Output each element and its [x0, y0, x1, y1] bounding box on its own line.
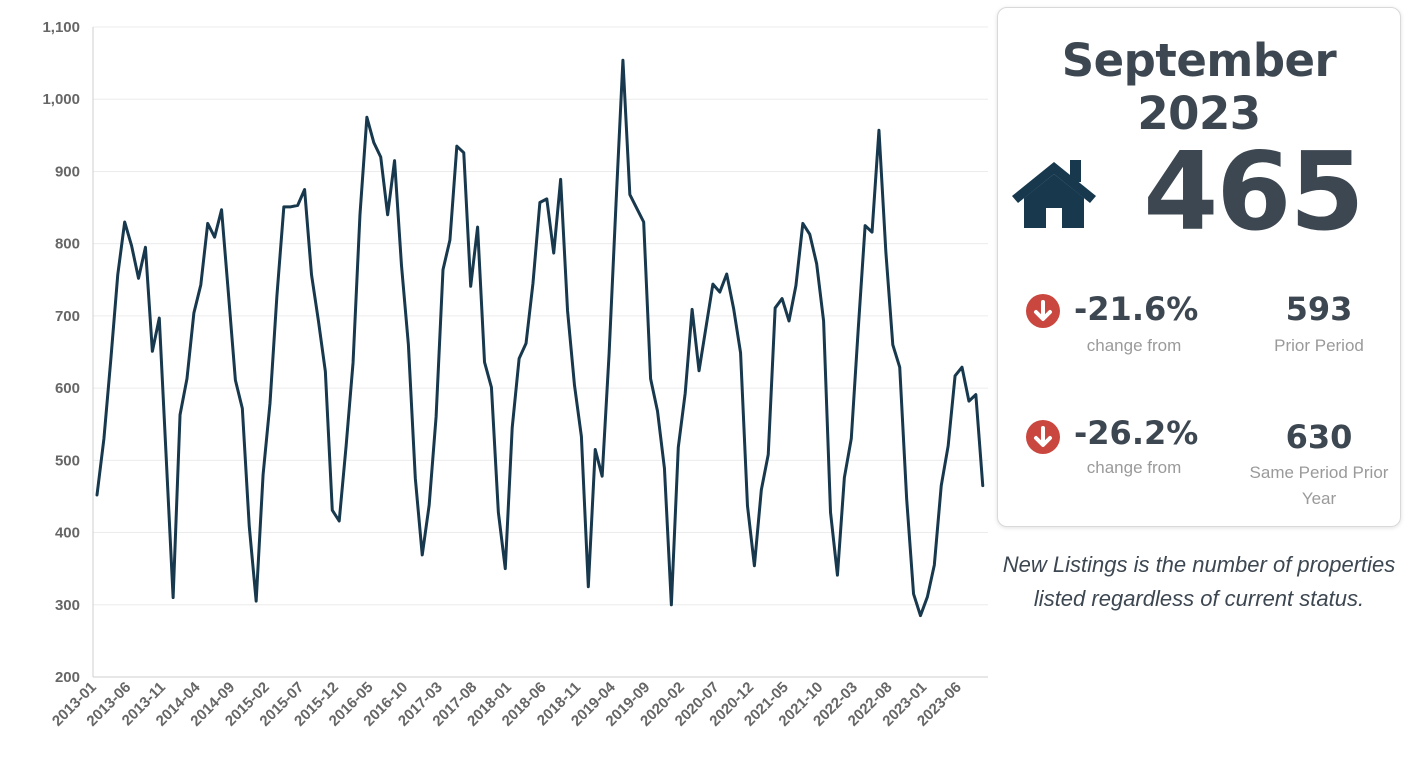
down-arrow-icon [1026, 294, 1060, 328]
series-line [95, 58, 985, 618]
compare-label: Prior Period [1274, 336, 1364, 355]
line-chart: 200 300 400 500 600 700 800 900 1,000 1,100 2013-… [42, 19, 988, 730]
change-label: change from [1086, 336, 1182, 355]
y-tick-label: 600 [55, 380, 80, 397]
home-icon [1012, 160, 1096, 228]
period-title: September 2023 [1061, 34, 1337, 140]
compare-value: 593 [1285, 290, 1353, 328]
x-axis-ticks: 2013-012013-062013-112014-042014-092015-… [49, 678, 965, 729]
y-tick-label: 900 [55, 163, 80, 180]
change-percent: -21.6% [1074, 290, 1199, 328]
down-arrow-icon [1026, 420, 1060, 454]
y-axis-ticks: 200 300 400 500 600 700 800 900 1,000 1,100 [42, 19, 80, 686]
y-tick-label: 800 [55, 236, 80, 253]
change-percent: -26.2% [1074, 414, 1199, 452]
y-tick-label: 1,100 [42, 19, 80, 36]
y-tick-label: 500 [55, 452, 80, 469]
y-tick-label: 700 [55, 308, 80, 325]
y-tick-label: 400 [55, 525, 80, 542]
y-tick-label: 200 [55, 669, 80, 686]
summary-card: September 2023 465 -21.6% change from 59… [997, 7, 1401, 527]
series-layer [95, 58, 985, 618]
compare-value: 630 [1285, 418, 1353, 456]
metric-same-period-prior-year: -26.2% change from 630 Same Period Prior… [998, 412, 1400, 532]
grid-lines [93, 26, 988, 606]
axes [92, 27, 988, 678]
y-tick-label: 1,000 [42, 91, 80, 108]
compare-label: Same Period Prior Year [1249, 463, 1389, 508]
change-label: change from [1086, 458, 1182, 477]
description-text: New Listings is the number of properties… [1002, 552, 1396, 611]
metric-prior-period: -21.6% change from 593 Prior Period [998, 288, 1400, 408]
current-value: 465 [1143, 130, 1364, 255]
y-tick-label: 300 [55, 597, 80, 614]
